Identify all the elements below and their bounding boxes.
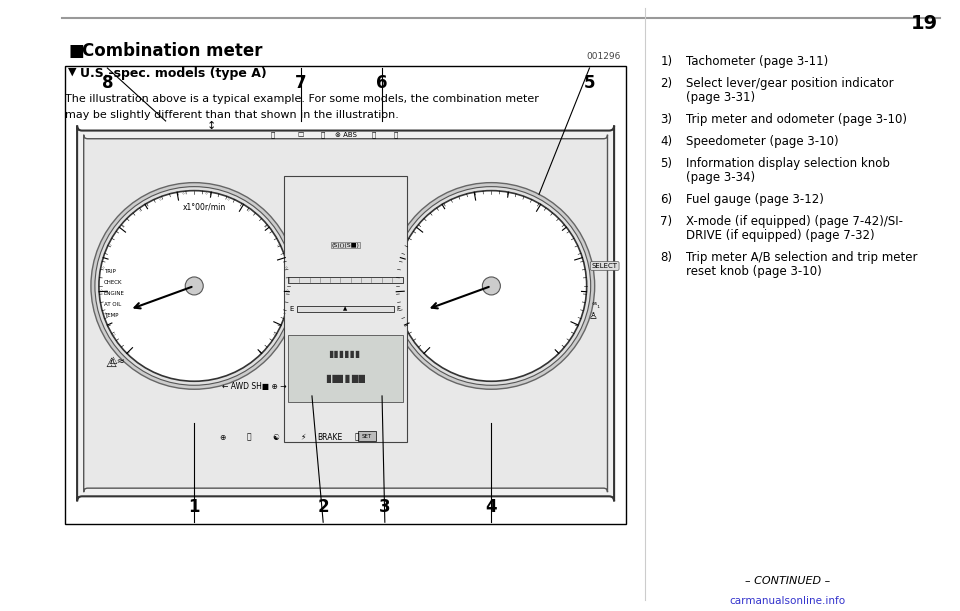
Text: 3: 3 [379, 498, 391, 516]
Circle shape [482, 277, 500, 295]
Text: x1°00r/min: x1°00r/min [182, 202, 226, 211]
Text: (page 3-34): (page 3-34) [686, 171, 756, 184]
Bar [358, 431, 376, 441]
Text: ⚿: ⚿ [321, 131, 325, 138]
Circle shape [392, 186, 590, 386]
Text: Select lever/gear position indicator: Select lever/gear position indicator [686, 77, 894, 90]
Bar [288, 277, 403, 283]
Text: Tachometer (page 3-11): Tachometer (page 3-11) [686, 55, 828, 68]
Text: ⛔: ⛔ [354, 433, 359, 442]
Text: 8): 8) [660, 251, 672, 264]
Circle shape [91, 183, 298, 389]
Text: ENGINE: ENGINE [104, 291, 125, 296]
Text: °⁵₁: °⁵₁ [591, 303, 601, 309]
FancyBboxPatch shape [77, 125, 614, 501]
Bar [297, 306, 395, 312]
Text: Speedometer (page 3-10): Speedometer (page 3-10) [686, 135, 839, 148]
Text: ☯: ☯ [273, 433, 279, 442]
Bar [288, 335, 403, 402]
Text: 1: 1 [188, 498, 200, 516]
Text: 1): 1) [660, 55, 673, 68]
Text: 2): 2) [660, 77, 673, 90]
Text: 7: 7 [295, 74, 306, 92]
Text: ■: ■ [68, 42, 84, 60]
Text: ♙: ♙ [588, 311, 597, 321]
Text: – CONTINUED –: – CONTINUED – [745, 576, 829, 586]
Text: 19: 19 [911, 14, 938, 33]
Text: 4: 4 [486, 498, 497, 516]
Text: ← AWD SH■ ⊕ →: ← AWD SH■ ⊕ → [223, 382, 287, 391]
Text: Trip meter A/B selection and trip meter: Trip meter A/B selection and trip meter [686, 251, 918, 264]
Text: AT OIL: AT OIL [104, 302, 121, 307]
Text: The illustration above is a typical example. For some models, the combination me: The illustration above is a typical exam… [65, 94, 540, 104]
Text: ☐: ☐ [298, 132, 304, 137]
Text: ▼: ▼ [68, 67, 77, 77]
Circle shape [396, 191, 587, 381]
Text: 6): 6) [660, 193, 673, 206]
Text: 🔒: 🔒 [394, 131, 398, 138]
Text: ⚠: ⚠ [106, 357, 116, 370]
Text: carmanualsonline.info: carmanualsonline.info [730, 596, 845, 606]
Circle shape [388, 183, 594, 389]
Text: 5): 5) [660, 157, 672, 170]
Text: 6: 6 [376, 74, 388, 92]
Text: DRIVE (if equipped) (page 7-32): DRIVE (if equipped) (page 7-32) [686, 229, 875, 242]
Text: BRAKE: BRAKE [317, 433, 343, 442]
Text: ▋▋▋▋▋▋: ▋▋▋▋▋▋ [329, 351, 362, 357]
Text: TRIP: TRIP [104, 269, 116, 274]
Text: Combination meter: Combination meter [82, 42, 262, 60]
Text: ⚠≈: ⚠≈ [108, 356, 126, 366]
Text: F: F [396, 306, 400, 312]
Text: reset knob (page 3-10): reset knob (page 3-10) [686, 265, 822, 278]
Text: SELECT: SELECT [591, 263, 617, 269]
Text: 5: 5 [584, 74, 595, 92]
Bar [284, 176, 407, 442]
Text: CHECK: CHECK [104, 280, 123, 285]
Text: 8: 8 [102, 74, 113, 92]
Text: ↕: ↕ [206, 120, 216, 131]
Text: E: E [289, 306, 294, 312]
Text: ▲: ▲ [343, 306, 348, 312]
Text: 3): 3) [660, 113, 672, 126]
Text: ▋█▋▋██: ▋█▋▋██ [326, 374, 365, 383]
Text: Trip meter and odometer (page 3-10): Trip meter and odometer (page 3-10) [686, 113, 907, 126]
Text: TEMP: TEMP [104, 313, 118, 318]
Text: (S)()(S■): (S)()(S■) [331, 243, 360, 247]
Text: 4): 4) [660, 135, 673, 148]
Text: 2: 2 [318, 498, 329, 516]
Circle shape [185, 277, 204, 295]
Text: 7): 7) [660, 215, 673, 228]
Text: SET: SET [362, 434, 372, 439]
Text: (page 3-31): (page 3-31) [686, 91, 756, 104]
Text: ⚡: ⚡ [300, 433, 305, 442]
Text: Information display selection knob: Information display selection knob [686, 157, 890, 170]
FancyBboxPatch shape [84, 135, 608, 492]
Text: X-mode (if equipped) (page 7-42)/SI-: X-mode (if equipped) (page 7-42)/SI- [686, 215, 903, 228]
Circle shape [95, 186, 294, 386]
Text: ⊗ ABS: ⊗ ABS [335, 132, 356, 137]
Text: 001296: 001296 [587, 52, 621, 61]
Text: Fuel gauge (page 3-12): Fuel gauge (page 3-12) [686, 193, 825, 206]
Text: ⊕: ⊕ [219, 433, 226, 442]
Text: may be slightly different than that shown in the illustration.: may be slightly different than that show… [65, 110, 399, 120]
Bar [65, 66, 626, 524]
Text: ⛽: ⛽ [271, 131, 275, 138]
Text: ⓘ: ⓘ [247, 433, 252, 442]
Text: U.S.-spec. models (type A): U.S.-spec. models (type A) [80, 67, 267, 80]
Circle shape [99, 191, 290, 381]
Text: ⛔: ⛔ [372, 131, 375, 138]
